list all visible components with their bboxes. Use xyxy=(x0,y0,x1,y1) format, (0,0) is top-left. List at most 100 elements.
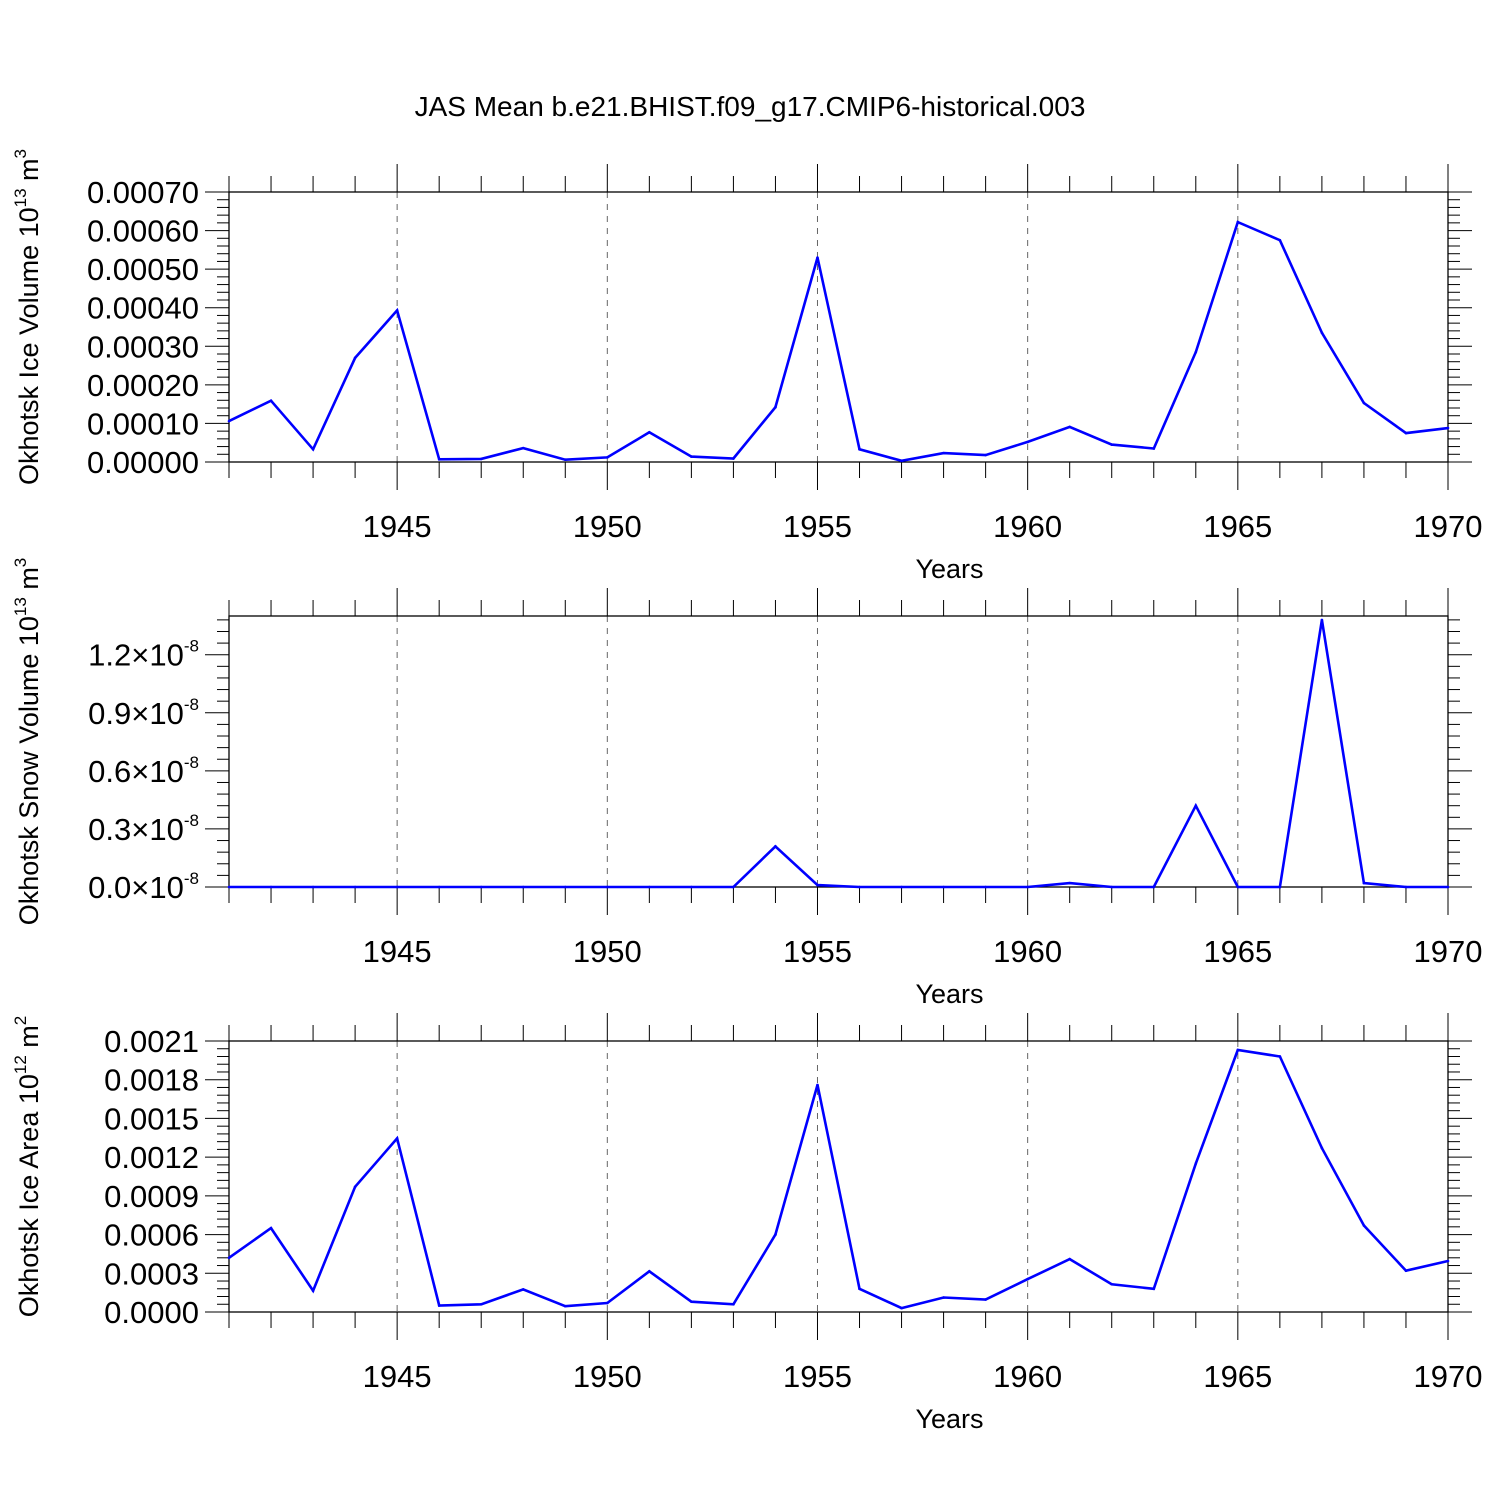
data-point-1964 xyxy=(1194,1162,1198,1165)
data-point-1952 xyxy=(690,1300,693,1303)
data-point-1941 xyxy=(227,885,231,889)
data-point-1955 xyxy=(816,883,819,887)
data-point-1942 xyxy=(269,885,273,889)
data-point-1948 xyxy=(521,885,525,889)
ice-volume-panel: 1945 1950 1955 1960 1965 19700.000000.000100.… xyxy=(11,149,1482,584)
y-tick-label-0.9: 0.9×10-8 xyxy=(88,695,199,731)
data-point-1968 xyxy=(1362,881,1366,885)
x-tick-label-1950: 1950 xyxy=(573,934,642,969)
y-tick-label-0.00030: 0.00030 xyxy=(87,329,199,364)
data-point-1949 xyxy=(563,1304,567,1308)
data-point-1964 xyxy=(1194,804,1198,807)
ice-area-series-line xyxy=(228,1048,1449,1310)
data-point-1969 xyxy=(1404,431,1408,435)
ice-volume-series-line xyxy=(228,220,1449,463)
y-tick-label-0.0015: 0.0015 xyxy=(104,1101,199,1136)
snow-volume-series-line xyxy=(229,619,1448,889)
x-axis-title: Years xyxy=(915,979,983,1009)
data-point-1948 xyxy=(521,1288,525,1291)
data-point-1945 xyxy=(395,885,399,889)
y-tick-label-0.00050: 0.00050 xyxy=(87,252,199,287)
data-point-1968 xyxy=(1362,1224,1366,1227)
figure-title: JAS Mean b.e21.BHIST.f09_g17.CMIP6-histo… xyxy=(415,91,1086,122)
y-tick-label-0.0018: 0.0018 xyxy=(104,1063,199,1098)
data-point-1953 xyxy=(732,885,735,889)
data-point-1967 xyxy=(1320,331,1324,335)
y-tick-label-0.00070: 0.00070 xyxy=(87,175,199,210)
plot-frame xyxy=(228,191,1449,463)
data-point-1953 xyxy=(732,457,735,460)
y-tick-label-0.0021: 0.0021 xyxy=(104,1024,199,1059)
data-point-1950 xyxy=(606,1301,609,1305)
data-point-1957 xyxy=(900,885,903,889)
x-tick-label-1955: 1955 xyxy=(783,934,852,969)
y-tick-label-0.3: 0.3×10-8 xyxy=(88,811,199,847)
data-point-1959 xyxy=(984,1298,987,1301)
y-axis-title: Okhotsk Ice Volume 1013 m3 xyxy=(11,149,44,485)
data-point-1944 xyxy=(353,885,357,889)
data-point-1941 xyxy=(227,419,231,423)
data-point-1967 xyxy=(1320,618,1324,622)
data-point-1955 xyxy=(816,1083,819,1087)
data-point-1970 xyxy=(1446,885,1450,889)
snow-volume-panel: 1945 1950 1955 1960 1965 1970 0.0×10-8 0.3×10-8… xyxy=(11,558,1482,1009)
data-point-1957 xyxy=(900,1306,903,1310)
y-tick-label-0.0012: 0.0012 xyxy=(104,1140,199,1175)
x-axis-title: Years xyxy=(915,554,983,584)
data-point-1969 xyxy=(1404,1269,1408,1273)
data-point-1946 xyxy=(437,885,441,889)
data-point-1949 xyxy=(563,458,567,461)
x-tick-label-1960: 1960 xyxy=(993,1359,1062,1394)
data-point-1959 xyxy=(984,453,987,457)
data-point-1970 xyxy=(1446,426,1450,430)
data-point-1956 xyxy=(858,885,861,889)
data-point-1960 xyxy=(1026,1277,1029,1281)
x-tick-label-1955: 1955 xyxy=(783,509,852,544)
data-point-1957 xyxy=(900,459,903,463)
data-point-1947 xyxy=(479,1302,483,1306)
x-tick-label-1950: 1950 xyxy=(573,509,642,544)
data-point-1950 xyxy=(606,456,609,459)
data-point-1961 xyxy=(1068,881,1071,885)
y-tick-label-0.0006: 0.0006 xyxy=(104,1218,199,1253)
data-point-1954 xyxy=(774,1233,777,1236)
data-point-1958 xyxy=(942,451,945,455)
x-tick-label-1945: 1945 xyxy=(363,509,432,544)
data-point-1944 xyxy=(353,1185,357,1189)
data-point-1960 xyxy=(1026,440,1029,444)
data-point-1949 xyxy=(563,885,567,889)
x-tick-label-1950: 1950 xyxy=(573,1359,642,1394)
data-point-1967 xyxy=(1320,1146,1324,1150)
y-tick-label-0.6: 0.6×10-8 xyxy=(88,753,199,789)
data-point-1954 xyxy=(774,845,777,848)
data-point-1951 xyxy=(648,885,651,889)
data-point-1953 xyxy=(732,1302,735,1306)
x-tick-label-1945: 1945 xyxy=(363,1359,432,1394)
data-point-1951 xyxy=(648,1270,651,1273)
data-point-1960 xyxy=(1026,885,1029,889)
x-tick-label-1965: 1965 xyxy=(1203,1359,1272,1394)
data-point-1963 xyxy=(1152,1287,1156,1291)
data-point-1945 xyxy=(395,309,399,312)
data-point-1964 xyxy=(1194,350,1198,354)
x-tick-label-1965: 1965 xyxy=(1203,509,1272,544)
y-axis-title: Okhotsk Ice Area 1012 m2 xyxy=(11,1016,44,1318)
data-point-1942 xyxy=(269,1226,273,1230)
data-point-1942 xyxy=(269,399,273,402)
data-point-1965 xyxy=(1236,1048,1240,1052)
data-point-1946 xyxy=(437,1304,441,1307)
ice-area-panel: 1945 1950 1955 1960 1965 19700.00000.00030.00… xyxy=(11,1013,1482,1434)
data-point-1963 xyxy=(1152,885,1156,889)
data-point-1956 xyxy=(858,447,861,451)
data-point-1966 xyxy=(1278,885,1282,889)
data-point-1970 xyxy=(1446,1259,1450,1263)
x-tick-label-1965: 1965 xyxy=(1203,934,1272,969)
data-point-1948 xyxy=(521,446,525,450)
data-point-1943 xyxy=(311,885,315,889)
data-point-1954 xyxy=(774,405,777,409)
data-point-1965 xyxy=(1236,220,1240,224)
data-point-1968 xyxy=(1362,401,1366,405)
data-point-1946 xyxy=(437,458,441,461)
data-point-1944 xyxy=(353,356,357,360)
